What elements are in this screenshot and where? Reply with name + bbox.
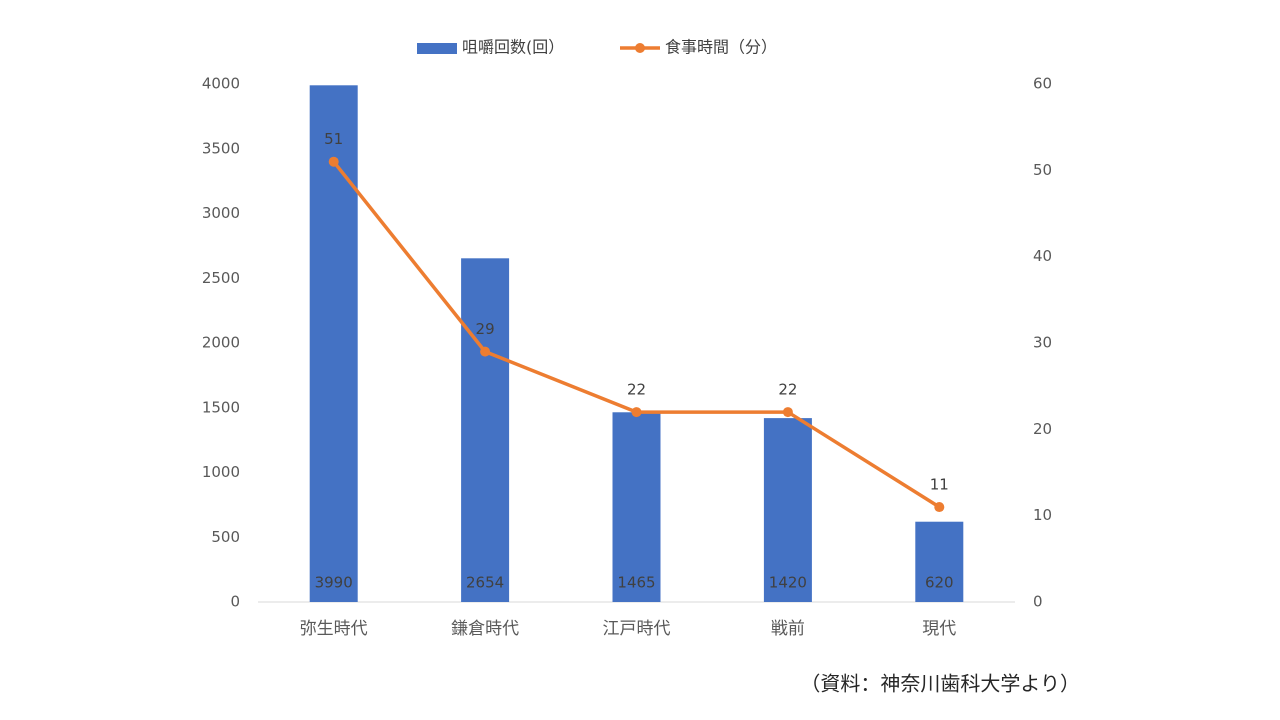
bar-value-label: 3990 bbox=[315, 574, 353, 592]
legend-label: 食事時間（分） bbox=[665, 38, 777, 57]
line-value-label: 29 bbox=[476, 320, 495, 338]
source-note: （資料：神奈川歯科大学より） bbox=[800, 672, 1080, 696]
bar-value-label: 2654 bbox=[466, 574, 504, 592]
bar bbox=[309, 85, 358, 603]
y2-tick-label: 20 bbox=[1033, 420, 1052, 438]
y-tick-label: 500 bbox=[211, 528, 240, 546]
line-marker bbox=[934, 502, 945, 513]
x-tick-label: 江戸時代 bbox=[603, 619, 671, 639]
line-value-label: 22 bbox=[627, 381, 646, 399]
bar-value-label: 1420 bbox=[769, 574, 807, 592]
line-marker bbox=[328, 156, 339, 167]
y2-tick-label: 60 bbox=[1033, 75, 1052, 93]
y-tick-label: 0 bbox=[230, 593, 240, 611]
line-value-label: 11 bbox=[930, 476, 949, 494]
y2-tick-label: 50 bbox=[1033, 161, 1052, 179]
y2-tick-label: 30 bbox=[1033, 334, 1052, 352]
legend-marker bbox=[635, 43, 645, 53]
y2-tick-label: 10 bbox=[1033, 506, 1052, 524]
bar-value-label: 620 bbox=[925, 574, 954, 592]
x-tick-label: 弥生時代 bbox=[300, 619, 368, 639]
x-tick-label: 鎌倉時代 bbox=[451, 619, 519, 639]
y-tick-label: 1000 bbox=[202, 463, 240, 481]
bar bbox=[915, 521, 964, 602]
bar bbox=[763, 418, 812, 602]
y-tick-label: 2000 bbox=[202, 334, 240, 352]
x-tick-label: 戦前 bbox=[771, 619, 805, 639]
legend-swatch bbox=[417, 43, 457, 54]
y-tick-label: 1500 bbox=[202, 398, 240, 416]
y-tick-label: 4000 bbox=[202, 75, 240, 93]
line-marker bbox=[782, 407, 793, 418]
bar bbox=[461, 258, 510, 602]
bar-value-label: 1465 bbox=[617, 574, 655, 592]
y-tick-label: 2500 bbox=[202, 269, 240, 287]
legend-label: 咀嚼回数(回） bbox=[462, 38, 564, 57]
line-value-label: 51 bbox=[324, 130, 343, 148]
line-value-label: 22 bbox=[778, 381, 797, 399]
y2-tick-label: 0 bbox=[1033, 593, 1043, 611]
line-marker bbox=[631, 407, 642, 418]
y-tick-label: 3000 bbox=[202, 204, 240, 222]
y-tick-label: 3500 bbox=[202, 139, 240, 157]
x-tick-label: 現代 bbox=[922, 619, 956, 639]
bar bbox=[612, 412, 661, 602]
line-marker bbox=[480, 346, 491, 357]
y2-tick-label: 40 bbox=[1033, 247, 1052, 265]
